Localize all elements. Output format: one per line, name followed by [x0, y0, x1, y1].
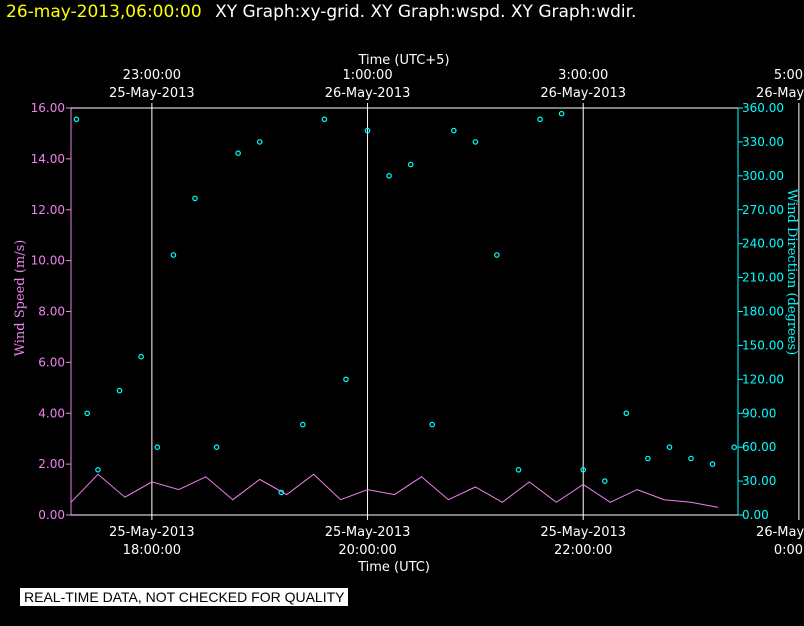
y2-tick-label: 330.00	[742, 135, 784, 149]
y-tick-label: 0.00	[38, 508, 65, 522]
y2-tick-label: 0.00	[742, 508, 769, 522]
direction-point	[472, 139, 479, 145]
direction-point	[515, 466, 522, 473]
y-axis-label: Wind Speed (m/s)	[13, 240, 28, 357]
y-tick-label: 4.00	[38, 406, 65, 420]
speed-series	[70, 473, 719, 508]
x2-tick-label-time: 3:00:00	[558, 68, 608, 83]
direction-point	[73, 116, 80, 123]
direction-point	[256, 139, 263, 145]
y2-tick-label: 30.00	[742, 474, 776, 488]
y2-tick-label: 240.00	[742, 237, 784, 251]
x2-axis-label: Time (UTC+5)	[357, 53, 449, 68]
y-tick-label: 14.00	[31, 152, 65, 166]
direction-point	[95, 466, 101, 473]
direction-point	[731, 444, 738, 451]
x-tick-label-date: 25-May-2013	[109, 525, 195, 540]
y2-tick-label: 120.00	[742, 372, 784, 386]
direction-point	[450, 127, 457, 134]
direction-point	[343, 376, 349, 383]
y2-tick-label: 210.00	[742, 271, 784, 285]
direction-point	[364, 127, 371, 134]
direction-point	[666, 444, 673, 451]
x-tick-label-date: 25-May-2013	[540, 525, 626, 540]
x-tick-label-time: 20:00:00	[338, 543, 396, 558]
quality-warning-badge: REAL-TIME DATA, NOT CHECKED FOR QUALITY	[20, 588, 349, 606]
x-axis-label: Time (UTC)	[357, 560, 430, 575]
x2-tick-label-date: 26-May-2013	[540, 86, 626, 101]
direction-point	[138, 353, 144, 360]
y-tick-label: 6.00	[38, 355, 65, 369]
direction-point	[386, 173, 392, 179]
x2-tick-label-date: 25-May-2013	[109, 86, 195, 101]
direction-point	[601, 478, 608, 484]
direction-point	[116, 387, 123, 394]
header-date: 26-may-2013,06:00:00	[6, 2, 202, 22]
x-tick-label-time: 0:00:00	[774, 543, 804, 558]
direction-point	[321, 116, 328, 123]
y-tick-label: 10.00	[31, 254, 65, 268]
direction-series	[73, 110, 738, 496]
direction-point	[278, 489, 285, 496]
header-title: XY Graph:xy-grid. XY Graph:wspd. XY Grap…	[215, 2, 637, 22]
y2-axis-label: Wind Direction (degrees)	[784, 189, 799, 355]
x2-tick-label-time: 1:00:00	[342, 68, 392, 83]
chart-header: 26-may-2013,06:00:00 XY Graph:xy-grid. X…	[6, 2, 636, 22]
direction-point	[299, 421, 306, 428]
direction-point	[192, 195, 198, 202]
direction-point	[623, 410, 630, 417]
y2-tick-label: 360.00	[742, 101, 784, 115]
direction-point	[580, 466, 587, 473]
direction-point	[235, 150, 241, 157]
axes: 0.00 2.00 4.00 6.00 8.00 10.00 12.00 14.00 16.00…	[31, 68, 804, 558]
x2-tick-label-date: 26-May-2013	[325, 86, 411, 101]
y-tick-label: 2.00	[38, 457, 65, 471]
y-tick-label: 12.00	[31, 203, 65, 217]
direction-point	[558, 110, 565, 117]
y2-tick-label: 60.00	[742, 440, 776, 454]
x2-tick-label-date: 26-May-2013	[756, 86, 804, 101]
direction-point	[494, 252, 500, 258]
y-tick-label: 16.00	[31, 101, 65, 115]
y2-tick-label: 150.00	[742, 338, 784, 352]
direction-point	[170, 252, 177, 258]
grid-lines	[151, 108, 800, 515]
direction-point	[407, 161, 414, 168]
x-tick-label-date: 26-May-2013	[756, 525, 804, 540]
direction-point	[688, 455, 694, 462]
x-tick-label-time: 22:00:00	[554, 543, 612, 558]
y2-tick-label: 90.00	[742, 406, 776, 420]
x-tick-label-date: 25-May-2013	[325, 525, 411, 540]
direction-point	[429, 421, 436, 428]
y2-tick-label: 300.00	[742, 169, 784, 183]
direction-point	[709, 461, 716, 467]
x2-tick-label-time: 23:00:00	[123, 68, 181, 83]
direction-point	[213, 444, 220, 451]
direction-point	[154, 444, 161, 451]
direction-point	[84, 410, 91, 417]
y2-tick-label: 180.00	[742, 305, 784, 319]
direction-point	[537, 116, 543, 123]
speed-line	[70, 473, 719, 508]
x-tick-label-time: 18:00:00	[123, 543, 181, 558]
y-tick-label: 8.00	[38, 305, 65, 319]
direction-point	[645, 455, 651, 462]
x2-tick-label-time: 5:00:00	[774, 68, 804, 83]
y2-tick-label: 270.00	[742, 203, 784, 217]
